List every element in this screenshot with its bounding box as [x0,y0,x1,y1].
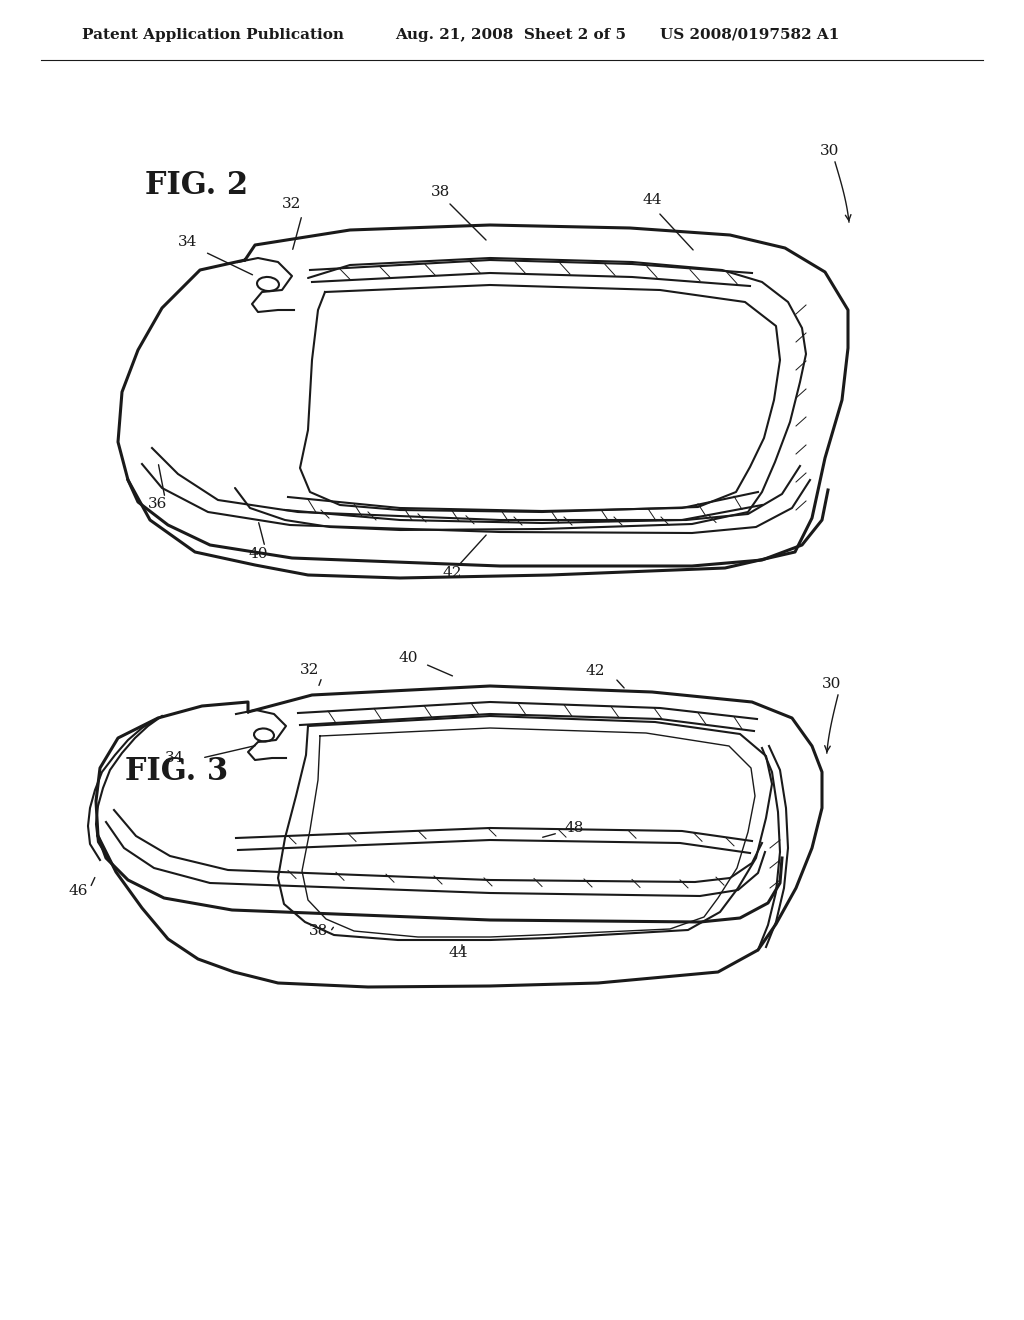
Text: 34: 34 [178,235,198,249]
Text: 44: 44 [642,193,662,207]
Text: 30: 30 [822,677,842,690]
Text: 38: 38 [308,924,328,939]
Text: 32: 32 [300,663,319,677]
Text: 36: 36 [148,498,168,511]
Text: 32: 32 [283,197,302,211]
Text: 38: 38 [430,185,450,199]
Text: Aug. 21, 2008  Sheet 2 of 5: Aug. 21, 2008 Sheet 2 of 5 [395,28,626,42]
Text: 40: 40 [248,546,267,561]
Text: Patent Application Publication: Patent Application Publication [82,28,344,42]
Text: 46: 46 [69,884,88,898]
Text: 42: 42 [586,664,605,678]
Text: 40: 40 [398,651,418,665]
Text: 44: 44 [449,946,468,960]
Text: 30: 30 [820,144,840,158]
Text: 34: 34 [165,751,184,766]
Text: 48: 48 [564,821,584,836]
Text: US 2008/0197582 A1: US 2008/0197582 A1 [660,28,840,42]
Text: FIG. 3: FIG. 3 [125,756,228,788]
Text: FIG. 2: FIG. 2 [145,169,248,201]
Text: 42: 42 [442,566,462,579]
